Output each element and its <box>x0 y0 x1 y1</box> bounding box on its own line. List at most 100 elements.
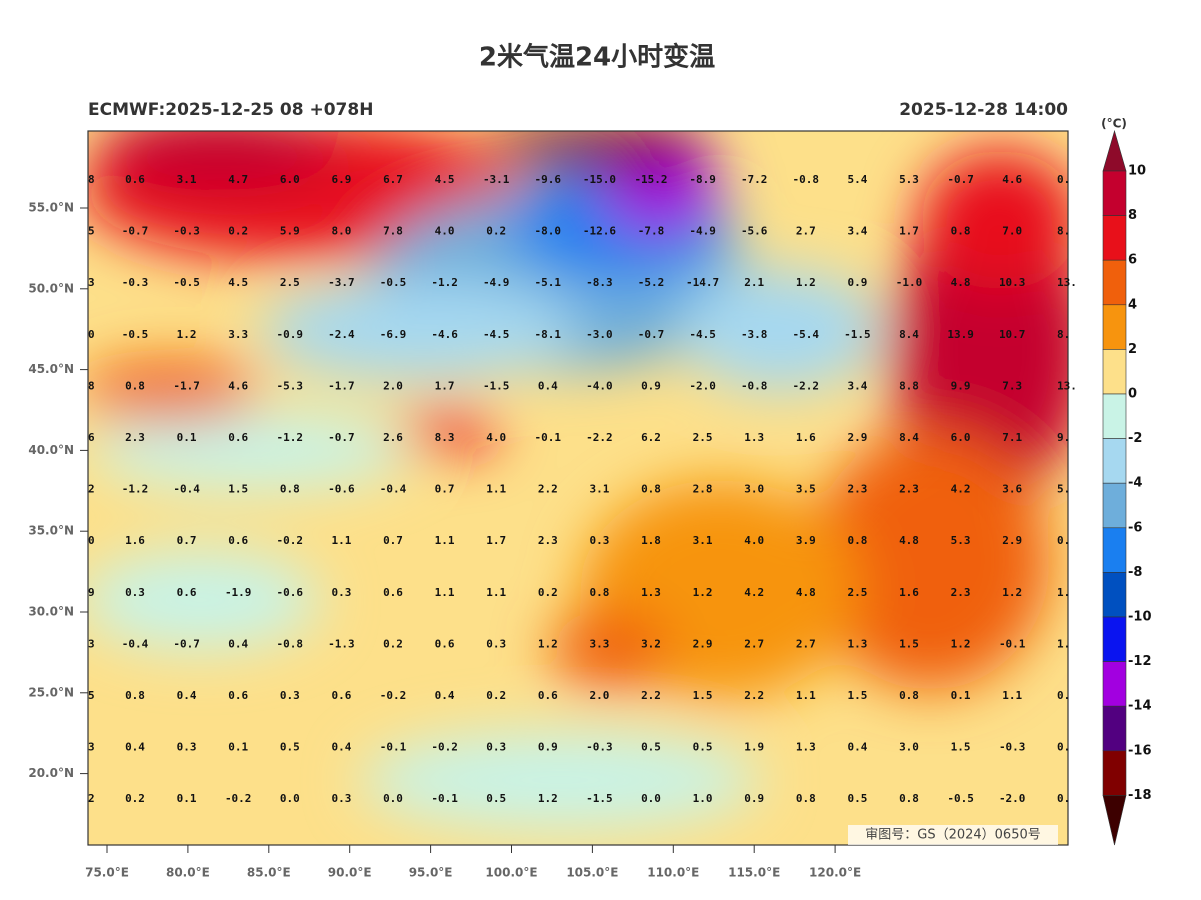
colorbar-label: 4 <box>1128 297 1137 312</box>
grid-value: 6.0 <box>951 431 971 444</box>
grid-value: -0.2 <box>277 534 304 547</box>
grid-value: -0.2 <box>431 741 458 754</box>
grid-value: 4.6 <box>228 379 248 392</box>
grid-value: -0.7 <box>173 637 200 650</box>
grid-value: 3.4 <box>847 225 867 238</box>
grid-value: -2.0 <box>999 792 1026 805</box>
colorbar-band <box>1102 750 1127 796</box>
lat-label: 40.0°N <box>28 443 74 457</box>
grid-value: 0.6 <box>228 689 248 702</box>
grid-value: 1.5 <box>899 637 919 650</box>
grid-value: -0.1 <box>535 431 562 444</box>
grid-value: 9.9 <box>951 379 971 392</box>
colorbar-label: 2 <box>1128 342 1137 357</box>
grid-value: 4.0 <box>435 225 455 238</box>
grid-value: 0.2 <box>538 586 558 599</box>
grid-value: -2.0 <box>689 379 716 392</box>
lon-label: 115.0°E <box>728 866 780 880</box>
grid-value: 5.9 <box>280 225 300 238</box>
grid-value: 2 <box>88 483 95 496</box>
grid-value: -0.7 <box>122 225 149 238</box>
grid-value: 0.0 <box>641 792 661 805</box>
grid-value: -3.1 <box>483 173 510 186</box>
grid-value: -1.5 <box>483 379 510 392</box>
colorbar-band <box>1102 572 1127 618</box>
grid-value: 0.5 <box>280 741 300 754</box>
grid-value: 1.1 <box>486 586 506 599</box>
grid-value: -3.0 <box>586 328 613 341</box>
grid-value: 8. <box>1057 328 1070 341</box>
grid-value: 0. <box>1057 534 1070 547</box>
grid-value: -0.5 <box>947 792 974 805</box>
grid-value: 5.3 <box>951 534 971 547</box>
grid-value: 1.3 <box>641 586 661 599</box>
grid-value: 2.9 <box>693 637 713 650</box>
grid-value: -0.4 <box>122 637 149 650</box>
grid-value: 1.1 <box>796 689 816 702</box>
grid-value: -5.6 <box>741 225 768 238</box>
colorbar-band <box>1102 215 1127 261</box>
colorbar-tip-bottom <box>1102 795 1127 846</box>
grid-value: 1.6 <box>125 534 145 547</box>
lon-label: 80.0°E <box>166 866 210 880</box>
grid-value: 2.3 <box>125 431 145 444</box>
colorbar-band <box>1102 616 1127 662</box>
grid-value: 8.8 <box>899 379 919 392</box>
grid-value: 2.2 <box>538 483 558 496</box>
grid-value: 2.2 <box>744 689 764 702</box>
grid-value: -14.7 <box>686 276 719 289</box>
grid-value: 7.3 <box>1002 379 1022 392</box>
grid-value: 2.8 <box>693 483 713 496</box>
grid-value: 0.2 <box>383 637 403 650</box>
grid-value: -0.7 <box>328 431 355 444</box>
grid-value: 1.2 <box>1002 586 1022 599</box>
lat-label: 45.0°N <box>28 362 74 376</box>
grid-value: 1.7 <box>899 225 919 238</box>
grid-value: 0.6 <box>538 689 558 702</box>
colorbar-label: 8 <box>1128 208 1137 223</box>
grid-value: -0.7 <box>638 328 665 341</box>
grid-value: -1.7 <box>173 379 200 392</box>
grid-value: 0.8 <box>280 483 300 496</box>
grid-value: 1.9 <box>744 741 764 754</box>
grid-value: 2 <box>88 792 95 805</box>
grid-value: 0.6 <box>228 534 248 547</box>
grid-value: 0.1 <box>951 689 971 702</box>
grid-value: 0.3 <box>331 792 351 805</box>
grid-value: 1. <box>1057 586 1070 599</box>
grid-value: -1.7 <box>328 379 355 392</box>
grid-value: 10.7 <box>999 328 1026 341</box>
grid-value: -4.5 <box>689 328 716 341</box>
grid-value: 0.8 <box>899 689 919 702</box>
grid-value: 6.9 <box>331 173 351 186</box>
grid-value: -1.5 <box>586 792 613 805</box>
watermark-bg <box>848 825 1058 845</box>
grid-value: -7.2 <box>741 173 768 186</box>
grid-value: 8. <box>1057 225 1070 238</box>
grid-value: -0.4 <box>173 483 200 496</box>
grid-value: 3.3 <box>589 637 609 650</box>
grid-value: 1.1 <box>435 586 455 599</box>
colorbar-label: -16 <box>1128 743 1152 758</box>
grid-value: 1.7 <box>435 379 455 392</box>
grid-value: 3.5 <box>796 483 816 496</box>
grid-value: 0.2 <box>228 225 248 238</box>
grid-value: 3 <box>88 637 95 650</box>
grid-value: 4.8 <box>899 534 919 547</box>
grid-value: -1.2 <box>431 276 458 289</box>
grid-value: -0.5 <box>380 276 407 289</box>
grid-value: -1.5 <box>844 328 871 341</box>
grid-value: 0.1 <box>177 431 197 444</box>
grid-value: 3.1 <box>589 483 609 496</box>
grid-value: 1.2 <box>177 328 197 341</box>
grid-value: 0.3 <box>589 534 609 547</box>
grid-value: 1.2 <box>951 637 971 650</box>
colorbar-label: -6 <box>1128 520 1142 535</box>
title: 2米气温24小时变温 <box>479 42 715 73</box>
grid-value: 3.0 <box>899 741 919 754</box>
grid-value: 4.6 <box>1002 173 1022 186</box>
grid-value: 0.2 <box>125 792 145 805</box>
lon-label: 95.0°E <box>409 866 453 880</box>
grid-value: 0.8 <box>125 689 145 702</box>
